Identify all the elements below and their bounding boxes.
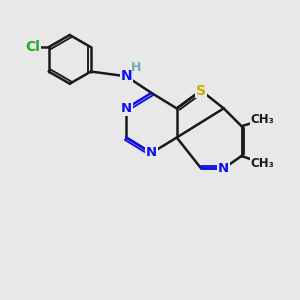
Text: S: S [196,84,206,98]
Text: CH₃: CH₃ [250,113,274,126]
Text: Cl: Cl [26,40,40,54]
Text: N: N [120,69,132,83]
Text: CH₃: CH₃ [250,157,274,170]
Text: N: N [146,146,157,160]
Text: H: H [130,61,141,74]
Text: N: N [121,102,132,115]
Text: N: N [218,162,229,175]
